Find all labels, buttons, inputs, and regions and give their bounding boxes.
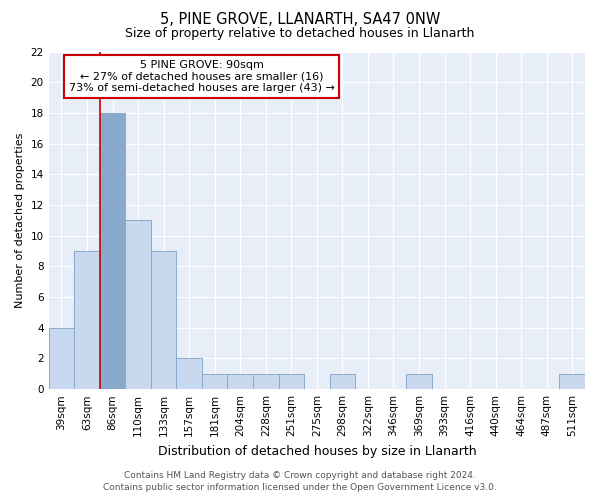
Bar (74, 251, 100, 389)
Text: 5, PINE GROVE, LLANARTH, SA47 0NW: 5, PINE GROVE, LLANARTH, SA47 0NW (160, 12, 440, 28)
Y-axis label: Number of detached properties: Number of detached properties (15, 132, 25, 308)
Bar (49, 328, 74, 389)
Bar (100, 113, 125, 389)
Text: Contains HM Land Registry data © Crown copyright and database right 2024.
Contai: Contains HM Land Registry data © Crown c… (103, 471, 497, 492)
Bar (202, 374, 227, 389)
Bar (559, 374, 585, 389)
Bar (151, 251, 176, 389)
Bar (125, 220, 151, 389)
Bar (253, 374, 278, 389)
Bar (278, 374, 304, 389)
Text: 5 PINE GROVE: 90sqm
← 27% of detached houses are smaller (16)
73% of semi-detach: 5 PINE GROVE: 90sqm ← 27% of detached ho… (68, 60, 334, 93)
Bar (406, 374, 432, 389)
Text: Size of property relative to detached houses in Llanarth: Size of property relative to detached ho… (125, 28, 475, 40)
Bar (227, 374, 253, 389)
Bar (176, 358, 202, 389)
Bar (329, 374, 355, 389)
X-axis label: Distribution of detached houses by size in Llanarth: Distribution of detached houses by size … (158, 444, 476, 458)
